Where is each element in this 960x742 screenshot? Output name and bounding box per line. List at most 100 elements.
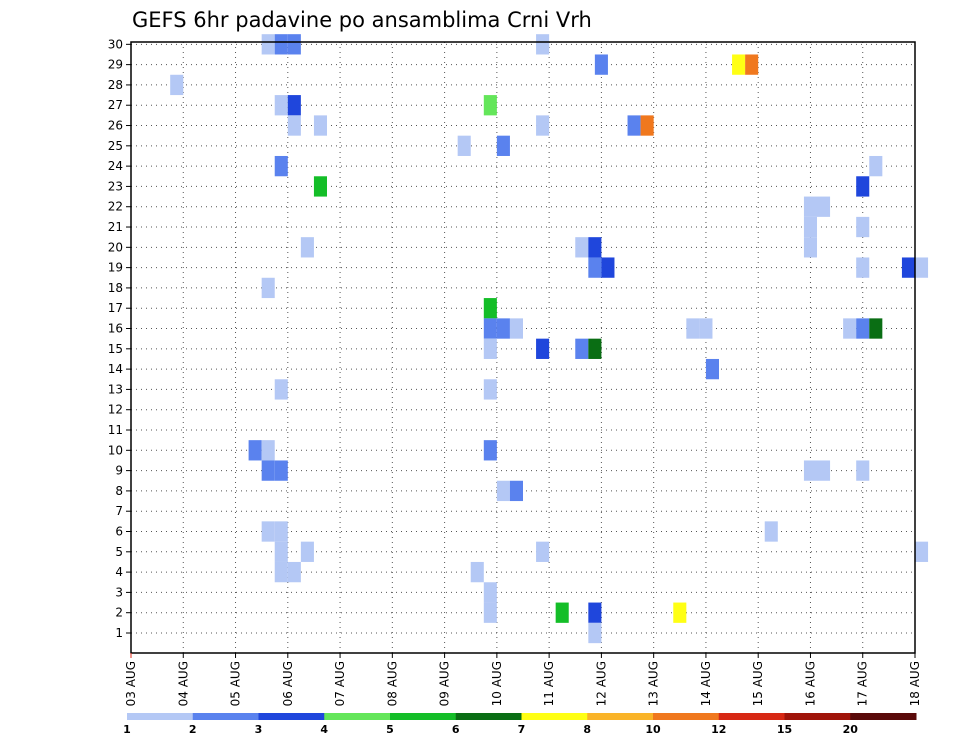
data-cell: [843, 318, 857, 339]
y-tick-label: 3: [115, 585, 123, 599]
y-tick-label: 19: [108, 261, 123, 275]
data-cell: [555, 602, 569, 623]
data-cell: [170, 74, 184, 96]
legend-swatch: [192, 713, 259, 720]
data-cell: [287, 34, 301, 55]
y-tick-label: 20: [108, 240, 123, 254]
y-tick-label: 10: [108, 443, 123, 457]
data-cell: [274, 379, 288, 400]
y-tick-label: 27: [108, 98, 123, 112]
data-cell: [261, 460, 275, 481]
x-tick-label: 10 AUG: [490, 661, 504, 706]
x-tick-label: 13 AUG: [647, 661, 661, 706]
y-tick-label: 22: [108, 200, 123, 214]
y-tick-label: 23: [108, 179, 123, 193]
legend-label: 15: [777, 723, 792, 736]
y-tick-label: 15: [108, 342, 123, 356]
data-cell: [856, 176, 870, 197]
legend-swatch: [587, 713, 654, 720]
data-cell: [764, 521, 778, 542]
data-cell: [803, 460, 817, 481]
legend-label: 7: [518, 723, 526, 736]
y-tick-label: 26: [108, 119, 123, 133]
data-cell: [483, 602, 497, 623]
data-cell: [287, 95, 301, 116]
x-tick-label: 05 AUG: [229, 661, 243, 706]
data-cell: [261, 521, 275, 542]
y-tick-label: 29: [108, 58, 123, 72]
legend-label: 6: [452, 723, 460, 736]
legend-swatch: [127, 713, 194, 720]
y-tick-label: 18: [108, 281, 123, 295]
data-cell: [483, 298, 497, 319]
data-cell: [261, 277, 275, 299]
x-tick-label: 04 AUG: [176, 661, 190, 706]
data-cell: [640, 115, 654, 136]
data-cell: [588, 338, 602, 359]
legend-swatch: [258, 713, 325, 720]
legend-label: 12: [711, 723, 726, 736]
data-cell: [745, 54, 759, 75]
y-tick-label: 4: [115, 565, 123, 579]
legend-label: 20: [843, 723, 859, 736]
x-tick-label: 14 AUG: [699, 661, 713, 706]
legend-label: 4: [320, 723, 328, 736]
data-cell: [274, 521, 288, 542]
chart-title: GEFS 6hr padavine po ansamblima Crni Vrh: [132, 8, 592, 32]
data-cell: [274, 561, 288, 583]
data-cell: [817, 460, 831, 481]
data-cells: [170, 34, 929, 644]
data-cell: [869, 318, 883, 339]
x-tick-label: 03 AUG: [124, 661, 138, 706]
legend-label: 2: [189, 723, 197, 736]
data-cell: [483, 338, 497, 359]
data-cell: [686, 318, 700, 339]
data-cell: [588, 237, 602, 258]
data-cell: [732, 54, 746, 75]
data-cell: [627, 115, 641, 136]
data-cell: [594, 54, 608, 75]
y-tick-label: 1: [115, 626, 123, 640]
legend-swatch: [521, 713, 588, 720]
y-axis: 1234567891011121314151617181920212223242…: [108, 37, 131, 640]
data-cell: [803, 216, 817, 238]
x-tick-label: 12 AUG: [594, 661, 608, 706]
grid: [131, 42, 915, 653]
y-tick-label: 14: [108, 362, 123, 376]
x-tick-label: 15 AUG: [751, 661, 765, 706]
x-tick-label: 11 AUG: [542, 661, 556, 706]
data-cell: [915, 541, 929, 562]
y-tick-label: 7: [115, 504, 123, 518]
data-cell: [699, 318, 713, 339]
legend-swatch: [653, 713, 720, 720]
legend-swatch: [390, 713, 457, 720]
y-tick-label: 6: [115, 525, 123, 539]
data-cell: [274, 95, 288, 116]
data-cell: [869, 155, 883, 177]
data-cell: [856, 216, 870, 238]
y-tick-label: 9: [115, 464, 123, 478]
data-cell: [673, 602, 687, 623]
legend-swatch: [850, 713, 917, 720]
data-cell: [536, 541, 550, 562]
x-tick-label: 07 AUG: [333, 661, 347, 706]
y-tick-label: 24: [108, 159, 123, 173]
x-axis: 03 AUG 04 AUG 05 AUG 06 AUG 07 AUG 08 AUG 09 A…: [124, 653, 922, 706]
x-tick-label: 17 AUG: [856, 661, 870, 706]
data-cell: [856, 460, 870, 481]
legend-swatch: [324, 713, 391, 720]
data-cell: [575, 237, 589, 258]
y-tick-label: 5: [115, 545, 123, 559]
data-cell: [470, 561, 484, 583]
data-cell: [274, 541, 288, 562]
data-cell: [261, 34, 275, 55]
data-cell: [274, 34, 288, 55]
y-tick-label: 11: [108, 423, 123, 437]
data-cell: [313, 115, 327, 136]
data-cell: [287, 561, 301, 583]
y-tick-label: 16: [108, 322, 123, 336]
y-tick-label: 13: [108, 382, 123, 396]
data-cell: [483, 582, 497, 603]
x-tick-label: 18 AUG: [908, 661, 922, 706]
legend-swatch: [784, 713, 851, 720]
